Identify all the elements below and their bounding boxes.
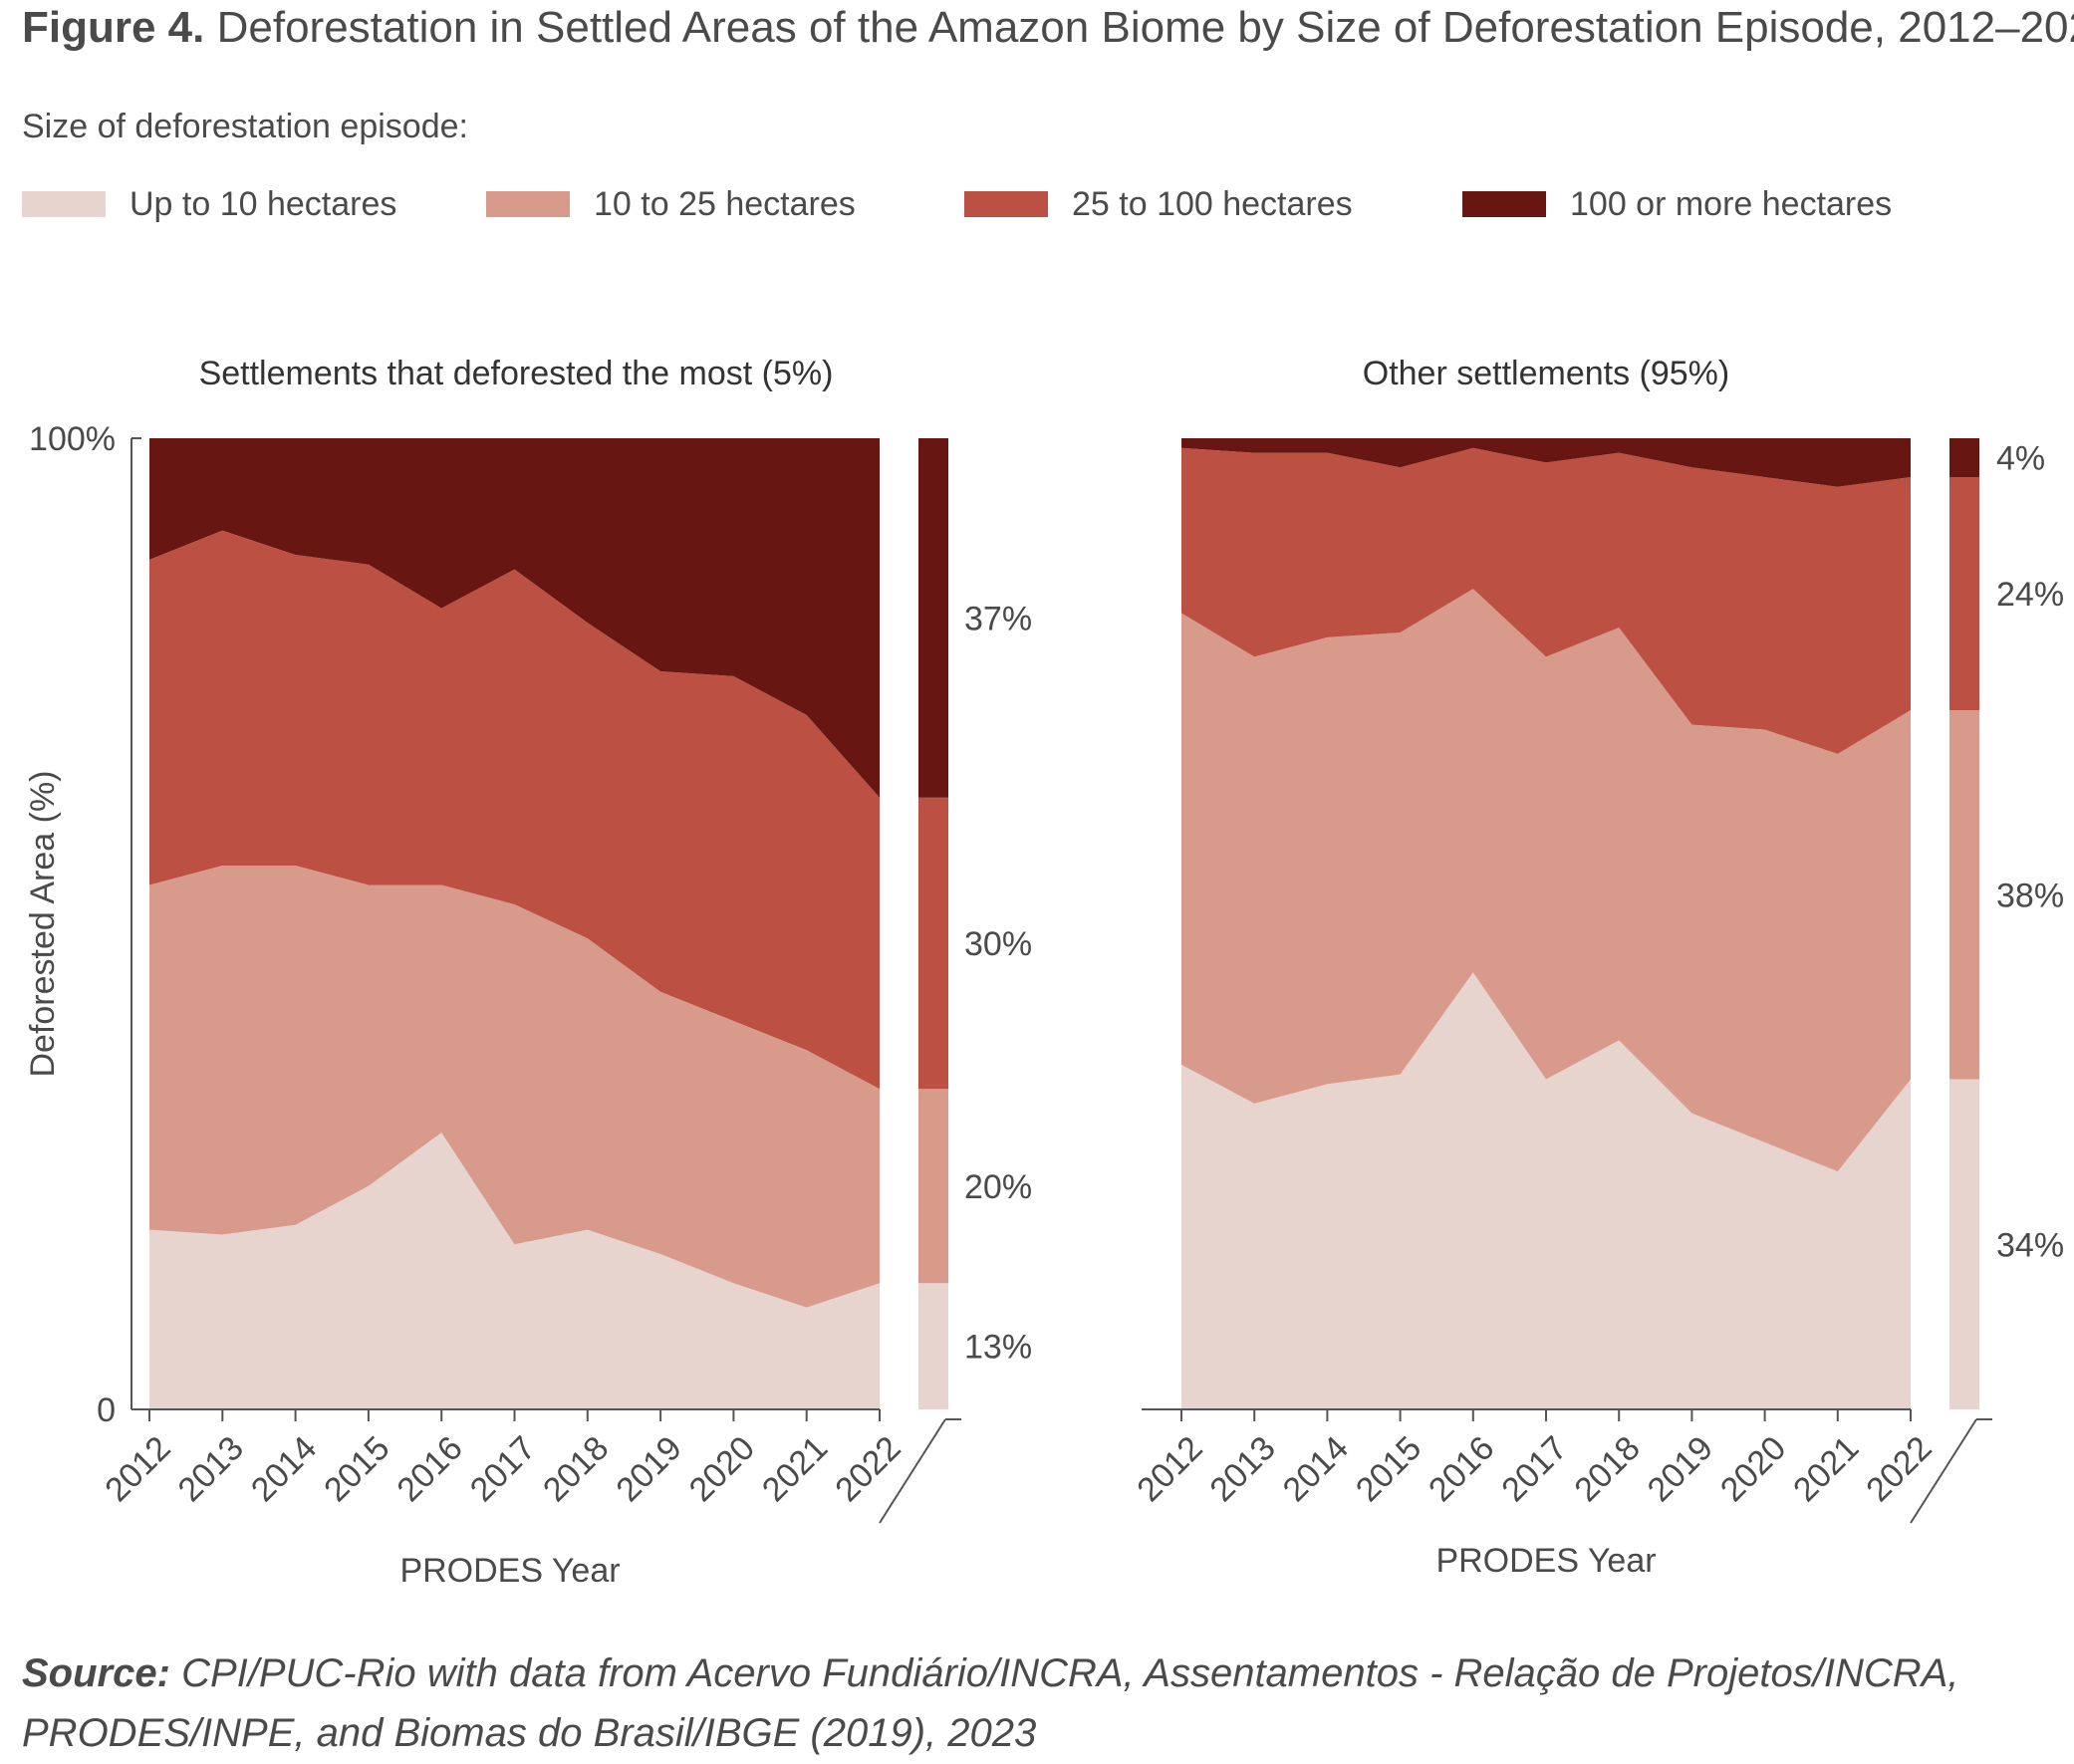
y-tick-label-100: 100% <box>29 420 116 458</box>
legend-label-100-or-more: 100 or more hectares <box>1570 184 1893 223</box>
end-label-up-to-10-hectares: 34% <box>1996 1226 2064 1264</box>
x-tick-label-2017: 2017 <box>463 1429 543 1509</box>
x-tick-label-2016: 2016 <box>1422 1429 1501 1509</box>
summary-bar-up-to-10-hectares <box>1949 1079 1979 1409</box>
x-tick-label-2018: 2018 <box>1567 1429 1647 1509</box>
x-tick-label-2015: 2015 <box>317 1429 396 1509</box>
legend-swatch-10-to-25 <box>486 191 570 217</box>
source-note: Source: CPI/PUC-Rio with data from Acerv… <box>22 1643 2054 1763</box>
area-up-to-10-hectares <box>1181 972 1911 1409</box>
x-tick-label-2020: 2020 <box>1713 1429 1793 1509</box>
x-tick-label-2019: 2019 <box>609 1429 688 1509</box>
x-axis-label: PRODES Year <box>399 1552 620 1590</box>
legend-label-10-to-25: 10 to 25 hectares <box>594 184 856 223</box>
figure-title-text: Deforestation in Settled Areas of the Am… <box>216 3 2074 52</box>
y-tick-label-0: 0 <box>97 1391 116 1429</box>
summary-bar-25-to-100-hectares <box>918 797 948 1090</box>
charts-svg: 13% 20% 30% 37% 100% 0 Deforested Area (%) 2012… <box>24 355 2064 1590</box>
y-axis-label: Deforested Area (%) <box>24 770 62 1077</box>
source-text: CPI/PUC-Rio with data from Acervo Fundiá… <box>22 1651 1959 1755</box>
x-tick-label-2020: 2020 <box>682 1429 762 1509</box>
x-tick-label-2013: 2013 <box>1202 1429 1282 1509</box>
end-label-25-to-100-hectares: 24% <box>1996 576 2064 614</box>
end-label-10-to-25-hectares: 38% <box>1996 877 2064 914</box>
x-axis-label: PRODES Year <box>1435 1542 1656 1580</box>
x-tick-label-2014: 2014 <box>244 1429 324 1509</box>
legend-swatch-25-to-100 <box>964 191 1048 217</box>
legend-heading: Size of deforestation episode: <box>22 108 468 145</box>
chart-panel-right: 34%38%24%4%20122013201420152016201720182… <box>1130 355 2064 1580</box>
summary-bar-100-or-more-hectares <box>1949 438 1979 477</box>
x-tick-label-2013: 2013 <box>171 1429 251 1509</box>
legend-label-25-to-100: 25 to 100 hectares <box>1072 184 1353 223</box>
chart-panel-left: 13% 20% 30% 37% 100% 0 Deforested Area (%) 2012… <box>24 355 1032 1590</box>
x-tick-label-2016: 2016 <box>389 1429 469 1509</box>
panel-title: Settlements that deforested the most (5%… <box>199 355 834 392</box>
x-tick-label-2015: 2015 <box>1349 1429 1428 1509</box>
area-up-to-10-hectares <box>149 1133 880 1409</box>
x-tick-label-2021: 2021 <box>755 1429 835 1509</box>
x-tick-label-2019: 2019 <box>1641 1429 1720 1509</box>
source-label: Source: <box>22 1651 170 1695</box>
axis-break-mark <box>879 1418 946 1524</box>
x-tick-label-2012: 2012 <box>98 1429 177 1509</box>
summary-bar-100-or-more-hectares <box>918 438 948 798</box>
end-label-100-or-more-hectares: 4% <box>1996 440 2045 478</box>
panel-title: Other settlements (95%) <box>1363 355 1729 392</box>
x-tick-label-2014: 2014 <box>1276 1429 1356 1509</box>
figure-label: Figure 4. <box>22 3 205 52</box>
summary-bar-up-to-10-hectares <box>918 1283 948 1409</box>
end-label-25-to-100-hectares: 30% <box>964 925 1032 963</box>
area-10-to-25-hectares <box>149 866 880 1308</box>
legend-item-100-or-more: 100 or more hectares <box>1462 179 1892 229</box>
summary-bar-10-to-25-hectares <box>1949 710 1979 1080</box>
area-25-to-100-hectares <box>1181 447 1911 754</box>
summary-bar-25-to-100-hectares <box>1949 477 1979 710</box>
end-label-10-to-25-hectares: 20% <box>964 1168 1032 1206</box>
area-25-to-100-hectares <box>149 530 880 1090</box>
end-label-up-to-10-hectares: 13% <box>964 1329 1032 1367</box>
area-100-or-more-hectares <box>149 438 880 798</box>
end-label-100-or-more-hectares: 37% <box>964 600 1032 637</box>
summary-bar-10-to-25-hectares <box>918 1089 948 1284</box>
area-10-to-25-hectares <box>1181 589 1911 1172</box>
x-tick-label-2012: 2012 <box>1130 1429 1209 1509</box>
x-tick-label-2017: 2017 <box>1494 1429 1574 1509</box>
legend-item-up-to-10: Up to 10 hectares <box>22 179 396 229</box>
legend-item-25-to-100: 25 to 100 hectares <box>964 179 1353 229</box>
legend-label-up-to-10: Up to 10 hectares <box>130 184 397 223</box>
legend-swatch-100-or-more <box>1462 191 1546 217</box>
x-tick-label-2018: 2018 <box>536 1429 616 1509</box>
area-100-or-more-hectares <box>1181 438 1911 487</box>
figure-title: Figure 4. Deforestation in Settled Areas… <box>22 0 2074 56</box>
legend-swatch-up-to-10 <box>22 191 106 217</box>
legend-item-10-to-25: 10 to 25 hectares <box>486 179 856 229</box>
axis-break-mark <box>1910 1418 1977 1524</box>
x-tick-label-2021: 2021 <box>1786 1429 1866 1509</box>
legend: Up to 10 hectares 10 to 25 hectares 25 t… <box>22 179 2014 229</box>
